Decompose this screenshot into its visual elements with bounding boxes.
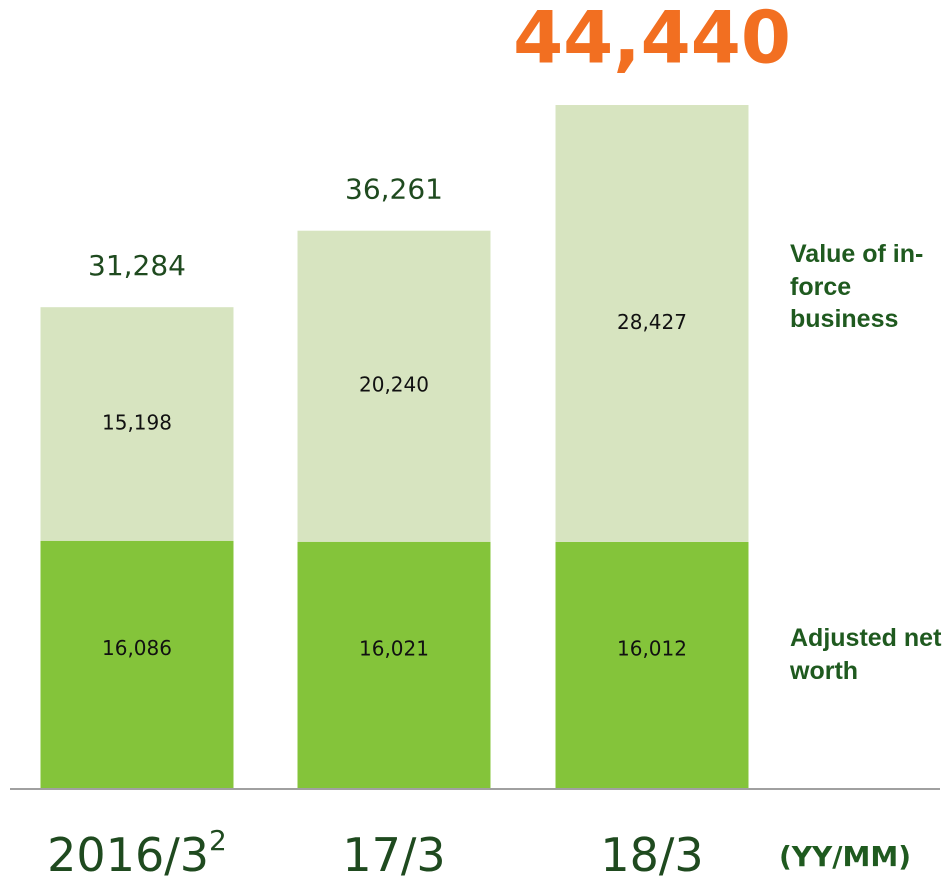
footnote-marker: 2 bbox=[209, 824, 227, 857]
x-axis-label: (YY/MM) bbox=[779, 840, 911, 873]
segment-label: 28,427 bbox=[617, 310, 687, 334]
segment-label: 16,086 bbox=[102, 636, 172, 660]
category: 2016/3 bbox=[47, 828, 209, 882]
x-tick-label: 2016/32 bbox=[47, 824, 227, 882]
total-label: 36,261 bbox=[345, 173, 443, 206]
segment-label: 16,021 bbox=[359, 636, 429, 660]
total-label: 44,440 bbox=[513, 0, 791, 80]
bar-segment bbox=[555, 541, 749, 788]
segment-label: 16,012 bbox=[617, 636, 687, 660]
x-tick-label: 17/3 bbox=[342, 828, 445, 882]
x-tick-label: 18/3 bbox=[600, 828, 703, 882]
category: 18/3 bbox=[600, 828, 703, 882]
total-label: 31,284 bbox=[88, 249, 186, 282]
category: 17/3 bbox=[342, 828, 445, 882]
segment-label: 20,240 bbox=[359, 373, 429, 397]
legend-entry: Value of in-force business bbox=[790, 240, 924, 333]
bar-segment bbox=[297, 230, 491, 542]
bar-segment bbox=[555, 105, 749, 542]
bar-segment bbox=[40, 540, 234, 788]
bar-segment bbox=[40, 307, 234, 541]
bar-segment bbox=[297, 541, 491, 788]
segment-label: 15,198 bbox=[102, 410, 172, 434]
legend-entry: Adjusted net worth bbox=[790, 624, 942, 685]
